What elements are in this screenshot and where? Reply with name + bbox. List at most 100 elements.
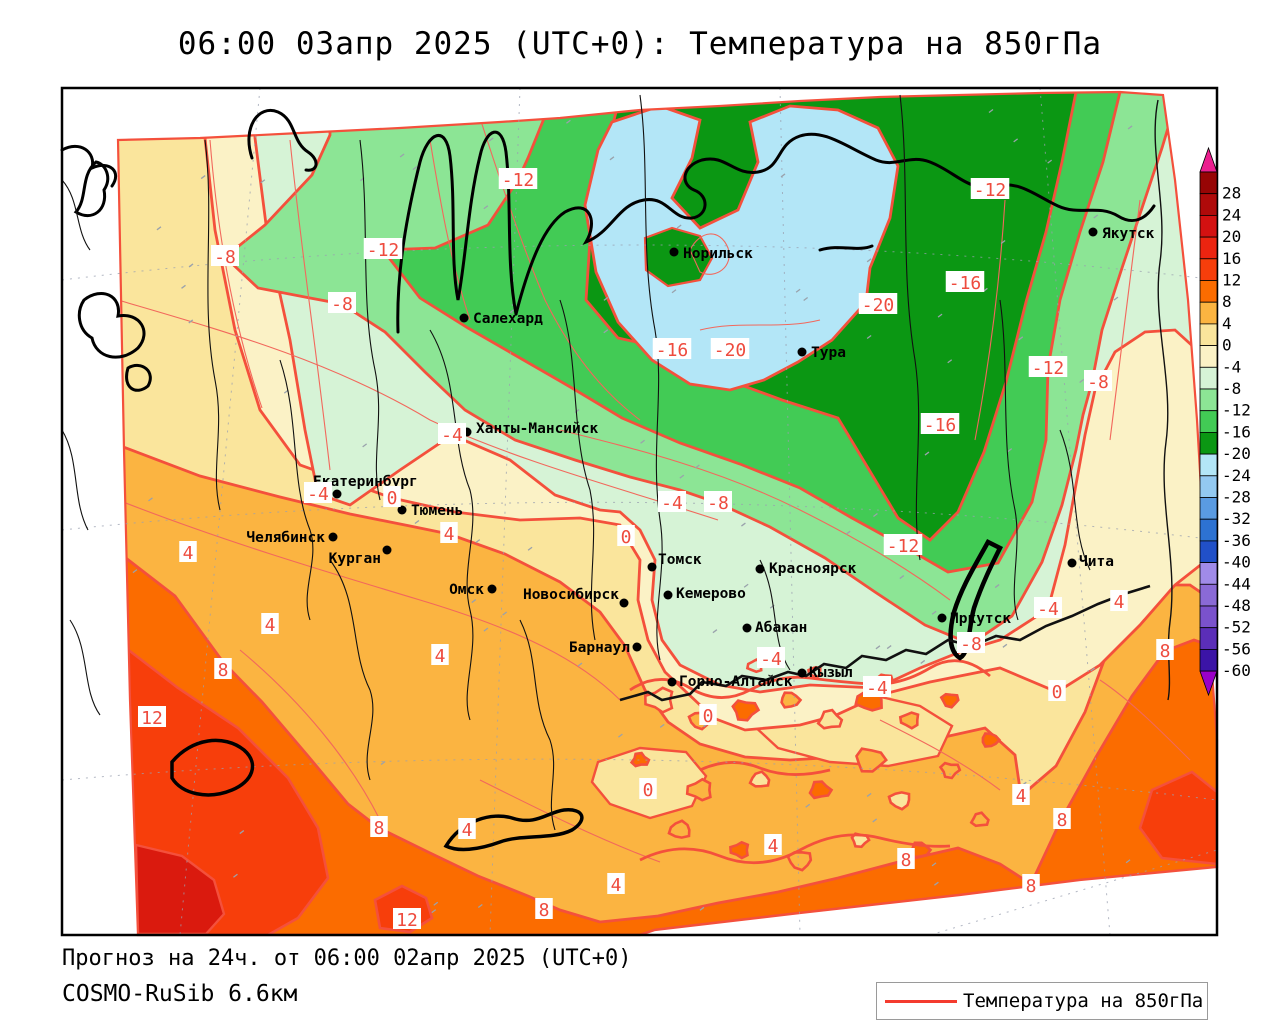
colorbar-tick-label: -40 [1222, 553, 1251, 572]
forecast-caption: Прогноз на 24ч. от 06:00 02апр 2025 (UTC… [62, 946, 632, 971]
speckle [414, 519, 420, 524]
mountain-blob [939, 692, 960, 709]
speckle [502, 611, 508, 616]
contour-label-text: -16 [949, 273, 982, 294]
city-label: Барнаул [569, 640, 630, 656]
city-label: Абакан [755, 620, 807, 636]
speckle [920, 659, 926, 664]
contour-label-chip [764, 834, 782, 855]
speckle [947, 359, 953, 364]
mountain-squiggles [629, 659, 991, 865]
colorbar-tick-label: -32 [1222, 509, 1251, 528]
colorbar-tick-label: -8 [1222, 379, 1241, 398]
contour-label-text: -16 [656, 340, 689, 361]
speckle [380, 760, 386, 765]
contour-label-text: 12 [141, 708, 163, 729]
contour-label-text: 8 [374, 818, 385, 839]
speckle [659, 723, 665, 728]
colorbar-box [1199, 410, 1218, 433]
speckle [988, 109, 994, 114]
white-sea-coast [77, 291, 146, 359]
speckle [205, 122, 210, 127]
speckle [1093, 214, 1099, 219]
colorbar-box [1199, 475, 1218, 498]
legend-line-sample [885, 999, 957, 1003]
contour-label-chip [639, 778, 657, 799]
colorbar-box [1199, 562, 1218, 585]
city-dot [667, 677, 677, 687]
contour-label-chip [1048, 680, 1066, 701]
city-dot [797, 668, 807, 678]
contour-label-text: -8 [960, 634, 982, 655]
speckle [694, 464, 700, 469]
speckle [845, 530, 851, 535]
contour-label-chip [970, 178, 1010, 199]
speckle [872, 818, 878, 823]
mountain-blob [685, 777, 712, 802]
colorbar-box [1199, 214, 1218, 238]
contour-label-chip [1053, 808, 1071, 829]
city-dot [397, 505, 407, 515]
speckle [308, 127, 313, 132]
contour-label-text: -4 [760, 649, 782, 670]
coastlines [60, 109, 1156, 852]
colorbar-tick-label: 20 [1222, 227, 1241, 246]
mountain-blob [729, 840, 750, 860]
speckle [994, 584, 1000, 589]
mountain-blob [667, 819, 691, 839]
contour-label-chip [617, 525, 635, 546]
speckle [899, 575, 905, 580]
city-label: Норильск [683, 246, 753, 262]
mountain-blob [855, 747, 888, 773]
contour-label-text: 4 [444, 524, 455, 545]
city-dot [937, 613, 947, 623]
city-label: Чита [1079, 554, 1114, 570]
speckle [399, 153, 405, 158]
mountain-contour-blobs [629, 658, 1002, 872]
city-label: Новосибирск [523, 587, 619, 603]
speckle [886, 645, 892, 650]
contour-label-chip [710, 338, 750, 359]
speckle [1074, 892, 1080, 897]
colorbar-tick-label: -28 [1222, 488, 1251, 507]
contour-label-text: -4 [661, 493, 683, 514]
contour-label-chip [704, 491, 732, 512]
mountain-blob [816, 708, 844, 730]
city-dot [382, 545, 392, 555]
colorbar-tick-label: 4 [1222, 314, 1232, 333]
colorbar: 28 24 20 16 12 8 4 0 -4 -8 -12 -16 -20 -24 -28 -32 -36 -4… [1199, 146, 1251, 697]
speckle [362, 443, 368, 448]
contour-label-chip [883, 534, 923, 555]
contour-label-chip [607, 873, 625, 894]
speckle [743, 583, 749, 588]
mountain-blob [887, 791, 911, 811]
speckle [188, 319, 194, 324]
speckle [483, 205, 489, 210]
contour-label-text: -12 [502, 170, 535, 191]
contour-label-chip [440, 522, 458, 543]
speckle [603, 329, 609, 334]
contour-label-text: 8 [901, 850, 912, 871]
colorbar-tick-label: 12 [1222, 271, 1241, 290]
colorbar-tick-label: 16 [1222, 249, 1241, 268]
contour-label-text: -16 [924, 415, 957, 436]
white-sea-bay [125, 363, 152, 392]
contour-label-chip [957, 632, 985, 653]
speckle [260, 179, 266, 184]
city-label: Иркутск [950, 611, 1011, 627]
contour-label-text: 4 [768, 836, 779, 857]
contour-label-chip [214, 658, 232, 679]
contour-label-chip [945, 271, 985, 292]
colorbar-box [1199, 649, 1218, 672]
speckle [866, 792, 872, 797]
city-dot [487, 584, 497, 594]
speckle [156, 226, 162, 231]
speckle [375, 110, 381, 115]
okhotsk-coast [1154, 99, 1173, 701]
contour-label-chip [370, 816, 388, 837]
colorbar-tick-label: 8 [1222, 292, 1232, 311]
city-label: Горно-Алтайск [679, 674, 793, 690]
colorbar-tick-label: -24 [1222, 466, 1251, 485]
